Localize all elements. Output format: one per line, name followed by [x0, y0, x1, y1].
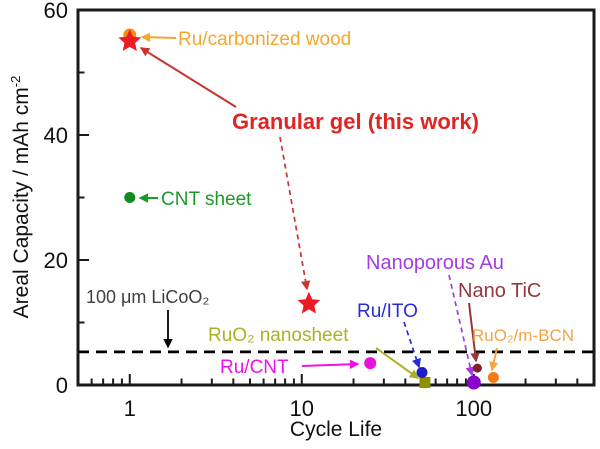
data-point-nano-tic [472, 363, 482, 373]
y-tick-label: 60 [44, 0, 68, 23]
arrow-ru-carbonized-wood [140, 32, 177, 42]
data-point-ruo-nanosheet [419, 377, 431, 388]
data-point-ru-ito [416, 367, 428, 378]
y-tick-label: 0 [56, 373, 68, 398]
x-axis-title: Cycle Life [289, 418, 383, 441]
y-axis-title-text: Areal Capacity / mAh cm [10, 87, 33, 319]
plot-frame [76, 8, 596, 387]
x-tick-label: 100 [455, 396, 492, 421]
data-point-granular-gel-this-work [297, 291, 321, 314]
annotation-nanoporous-au: Nanoporous Au [366, 252, 504, 274]
arrow-ruo-m-bcn [489, 347, 499, 372]
annotation-ru-ito: Ru/ITO [357, 301, 418, 322]
y-tick-label: 40 [44, 123, 68, 148]
annotation-ru-carbonized-wood: Ru/carbonized wood [178, 29, 351, 50]
axis-ticks [79, 9, 579, 386]
x-tick-label: 1 [124, 396, 136, 421]
annotation-ruo-m-bcn: RuO₂/m-BCN [472, 326, 574, 345]
arrow-nano-tic [468, 302, 480, 363]
arrow-ru-ito [403, 321, 421, 369]
annotation-100um-licoo2: 100 μm LiCoO₂ [86, 287, 209, 307]
annotation-cnt-sheet: CNT sheet [161, 189, 252, 210]
data-point-ru-cnt [364, 357, 377, 370]
annotation-nano-tic: Nano TiC [458, 280, 541, 302]
data-point-ruo-m-bcn [487, 372, 499, 383]
arrow-granular-gel-this-work [279, 136, 311, 291]
y-axis-title-exponent: -2 [8, 75, 23, 88]
data-point-granular-gel-this-work [118, 29, 142, 51]
arrow-nanoporous-au [448, 274, 475, 377]
arrow-granular-gel-this-work [139, 47, 237, 108]
arrow-ru-cnt [301, 359, 360, 370]
annotation-ruo-nanosheet: RuO₂ nanosheet [208, 325, 349, 346]
y-axis-title: Areal Capacity / mAh cm-2 [8, 76, 34, 319]
annotation-ru-cnt: Ru/CNT [220, 357, 289, 378]
x-tick-label: 10 [290, 396, 314, 421]
y-tick-label: 20 [44, 248, 68, 273]
data-point-nanoporous-au [466, 375, 481, 390]
annotation-granular-gel-this-work: Granular gel (this work) [232, 109, 479, 134]
arrow-ruo-nanosheet [375, 347, 420, 379]
data-point-cnt-sheet [124, 192, 136, 203]
